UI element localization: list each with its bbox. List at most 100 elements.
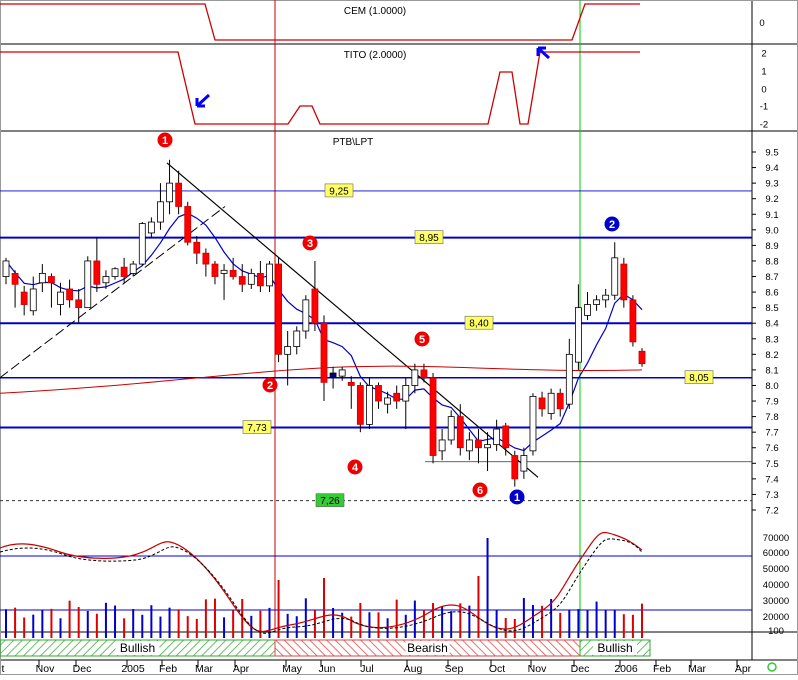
y-tick-label: 7.3 bbox=[765, 490, 778, 501]
candle-body bbox=[447, 416, 455, 441]
candle-body bbox=[20, 291, 28, 305]
x-tick-label: Apr bbox=[735, 663, 752, 675]
candle-body bbox=[565, 353, 573, 405]
cem-line bbox=[0, 3, 640, 41]
y-tick-label: 8.3 bbox=[765, 334, 778, 345]
wave-marker-circle bbox=[604, 216, 620, 232]
wave-marker-label: 2 bbox=[609, 219, 615, 231]
candle-body bbox=[393, 392, 401, 402]
volume-tick-label: 30000 bbox=[763, 596, 789, 607]
x-tick-label: Mar bbox=[688, 663, 707, 675]
price-label-text: 8,95 bbox=[419, 233, 439, 244]
volume-oscillator-signal bbox=[0, 538, 643, 634]
sentiment-band-label-bg bbox=[405, 641, 450, 655]
candle-body bbox=[375, 385, 382, 402]
price-level-label: 7,73 bbox=[242, 420, 272, 434]
candle-body bbox=[602, 294, 610, 301]
volume-tick-label: 70000 bbox=[763, 533, 789, 544]
price-label-box bbox=[464, 315, 494, 330]
tito-tick-label: 2 bbox=[761, 49, 766, 60]
wave-markers: 1 2 3 4 5 6 1 2 bbox=[157, 132, 620, 505]
sentiment-band-bullish: Bullish bbox=[0, 639, 276, 657]
y-tick-label: 9.2 bbox=[765, 194, 778, 205]
candle-body bbox=[229, 269, 237, 277]
candle-body bbox=[329, 372, 337, 379]
y-tick-label: 8.4 bbox=[765, 319, 778, 330]
sentiment-band-label-bg bbox=[593, 641, 637, 655]
y-tick-label: 9.1 bbox=[765, 210, 778, 221]
downtrend-line bbox=[166, 162, 539, 478]
candle-body bbox=[438, 439, 446, 452]
axes: 9.5 9.4 9.3 9.2 9.1 9.0 8.9 8.8 8.7 8.6 8.5 8.4 8.3 8… bbox=[752, 18, 789, 637]
moving-average-long bbox=[0, 365, 643, 394]
volume-tick-label: 50000 bbox=[763, 564, 789, 575]
uptrend-line-dashed bbox=[0, 206, 226, 379]
price-panel-title: PTB\LPT bbox=[333, 137, 374, 148]
wave-marker-circle bbox=[509, 489, 525, 505]
tito-tick-label: -2 bbox=[760, 120, 768, 131]
tito-indicator bbox=[0, 46, 640, 125]
candle-body bbox=[520, 455, 528, 472]
volume-tick-label: 60000 bbox=[763, 548, 789, 559]
x-axis: t Nov Dec 2005 Feb Mar Apr May Jun Jul Aug Sep Oct No… bbox=[2, 660, 777, 675]
wave-marker-label: 1 bbox=[162, 135, 168, 147]
sentiment-band-bullish: Bullish bbox=[579, 639, 651, 657]
price-level-label: 8,40 bbox=[464, 315, 494, 330]
candle-body bbox=[420, 369, 428, 379]
candle-body bbox=[256, 273, 264, 287]
horizontal-levels bbox=[0, 190, 752, 502]
sentiment-band-bearish: Bearish bbox=[274, 639, 581, 657]
x-tick-label: Oct bbox=[489, 663, 505, 675]
x-tick-label: 2005 bbox=[121, 663, 145, 675]
candle-body bbox=[366, 385, 373, 425]
candle-body bbox=[284, 346, 292, 355]
wave-marker-label: 2 bbox=[267, 380, 273, 392]
candle-body bbox=[356, 385, 364, 425]
x-tick-label: Nov bbox=[528, 663, 547, 675]
x-tick-label: Sep bbox=[445, 663, 464, 675]
y-tick-label: 9.4 bbox=[765, 163, 778, 174]
candle-body bbox=[111, 268, 119, 277]
x-tick-label: Jun bbox=[319, 663, 336, 675]
y-tick-label: 7.2 bbox=[765, 506, 778, 517]
tito-tick-label: 1 bbox=[761, 67, 766, 78]
candle-body bbox=[238, 276, 246, 285]
y-tick-label: 8.9 bbox=[765, 241, 778, 252]
x-tick-label: Feb bbox=[159, 663, 177, 675]
candle-body bbox=[511, 455, 519, 480]
price-label-text: 7,26 bbox=[320, 496, 340, 507]
y-tick-label: 8.6 bbox=[765, 288, 778, 299]
tito-tick-label: -1 bbox=[760, 102, 768, 113]
x-tick-label: Nov bbox=[36, 663, 55, 675]
volume-panel bbox=[0, 531, 752, 638]
candle-body bbox=[320, 322, 328, 383]
candle-body bbox=[48, 276, 55, 284]
candle-body bbox=[11, 273, 19, 285]
price-label-box bbox=[315, 493, 345, 507]
y-tick-label: 9.0 bbox=[765, 225, 778, 236]
x-tick-label: Dec bbox=[571, 663, 590, 675]
candle-body bbox=[347, 381, 355, 386]
candle-body bbox=[166, 182, 173, 203]
y-tick-label: 7.8 bbox=[765, 412, 778, 423]
candlesticks bbox=[2, 159, 646, 487]
candle-body bbox=[429, 377, 437, 456]
candle-body bbox=[456, 416, 464, 449]
y-tick-label: 9.3 bbox=[765, 179, 778, 190]
tito-panel-title: TITO (2.0000) bbox=[344, 50, 407, 61]
candle-body bbox=[75, 299, 83, 309]
candle-body bbox=[184, 206, 192, 243]
y-tick-label: 7.5 bbox=[765, 459, 778, 470]
tito-tick-label: 0 bbox=[761, 85, 766, 96]
sentiment-band-label: Bearish bbox=[407, 641, 448, 655]
y-tick-label: 8.7 bbox=[765, 272, 778, 283]
candle-body bbox=[484, 444, 491, 449]
price-label-box bbox=[684, 370, 714, 384]
x-tick-label: Jul bbox=[360, 663, 373, 675]
x-tick-label: May bbox=[282, 663, 303, 675]
sentiment-band-label: Bullish bbox=[120, 641, 155, 655]
volume-oscillator bbox=[0, 531, 643, 632]
candle-body bbox=[202, 252, 210, 265]
candle-body bbox=[120, 266, 128, 277]
